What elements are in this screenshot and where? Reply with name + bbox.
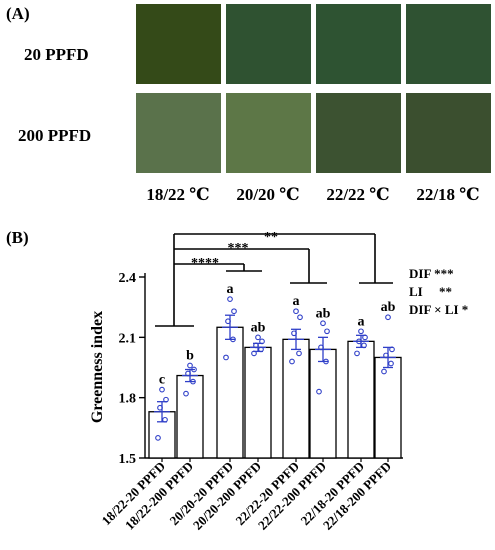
data-point [230, 336, 236, 343]
data-point [358, 328, 364, 335]
data-point [185, 370, 191, 377]
stat-interaction: DIF × LI * [409, 302, 468, 317]
data-point [227, 296, 233, 302]
data-point [258, 346, 264, 353]
y-tick-label: 2.4 [119, 271, 137, 286]
swatch-22-18-20ppfd [406, 4, 491, 84]
data-point [385, 314, 391, 321]
data-point [159, 386, 165, 393]
data-point [389, 346, 395, 353]
swatch-20-20-200ppfd [226, 93, 311, 173]
data-point [291, 330, 297, 337]
swatch-18-22-20ppfd [136, 4, 221, 84]
swatch-22-22-20ppfd [316, 4, 401, 84]
data-point [388, 360, 394, 367]
significance-letter: ab [381, 300, 396, 315]
data-point [251, 350, 257, 357]
data-point [362, 334, 368, 341]
bar [244, 346, 272, 459]
data-point [187, 362, 193, 369]
data-point [361, 342, 367, 349]
significance-brackets: ********* [155, 230, 393, 327]
data-point [163, 396, 169, 403]
data-point [231, 308, 237, 315]
panel-b-label: (B) [6, 228, 29, 247]
column-label-18-22: 18/22 ℃ [146, 185, 210, 204]
data-point [323, 358, 329, 365]
significance-letter: c [159, 373, 165, 388]
bracket-significance: ** [264, 230, 278, 245]
stat-dif: DIF *** [409, 266, 454, 281]
data-point [259, 338, 265, 345]
y-tick-label: 1.8 [119, 392, 137, 407]
significance-letter: b [186, 348, 194, 363]
data-point [296, 350, 302, 357]
row-label-200-ppfd: 200 PPFD [18, 126, 92, 145]
bar [309, 348, 337, 459]
data-point [289, 358, 295, 365]
column-label-20-20: 20/20 ℃ [236, 185, 300, 204]
panel-a-label: (A) [6, 4, 30, 23]
data-point [223, 354, 229, 361]
column-label-22-22: 22/22 ℃ [326, 185, 390, 204]
swatch-20-20-20ppfd [226, 4, 311, 84]
data-point [320, 320, 326, 327]
data-point [318, 344, 324, 351]
data-point [381, 368, 387, 375]
significance-letter: ab [251, 320, 266, 335]
significance-letter: a [227, 282, 234, 297]
data-point [183, 390, 189, 397]
bar [216, 326, 244, 459]
row-label-20-ppfd: 20 PPFD [24, 45, 89, 64]
y-tick-label: 2.1 [119, 331, 137, 346]
bar [374, 356, 402, 459]
bracket-significance: **** [191, 256, 219, 271]
column-label-22-18: 22/18 ℃ [416, 185, 480, 204]
data-point [225, 318, 231, 325]
bar [347, 340, 375, 459]
bracket-significance: *** [228, 241, 249, 256]
data-point [162, 416, 168, 423]
data-point [255, 334, 261, 341]
bar [176, 374, 204, 459]
stat-li: LI ** [409, 284, 452, 299]
data-point [297, 314, 303, 321]
swatch-18-22-200ppfd [136, 93, 221, 173]
data-point [324, 328, 330, 335]
significance-letter: ab [316, 306, 331, 321]
significance-letter: a [358, 314, 365, 329]
data-point [253, 342, 259, 349]
data-point [356, 338, 362, 345]
data-point [155, 435, 161, 441]
data-point [293, 308, 299, 315]
significance-letter: a [293, 294, 300, 309]
data-point [191, 366, 197, 373]
data-point [316, 388, 322, 395]
swatch-22-22-200ppfd [316, 93, 401, 173]
data-point [383, 352, 389, 359]
data-point [157, 404, 163, 411]
y-axis-title: Greenness index [89, 311, 106, 423]
data-point [354, 350, 360, 357]
swatch-22-18-200ppfd [406, 93, 491, 173]
y-tick-label: 1.5 [119, 452, 137, 467]
data-point [190, 378, 196, 385]
bar [282, 338, 310, 459]
